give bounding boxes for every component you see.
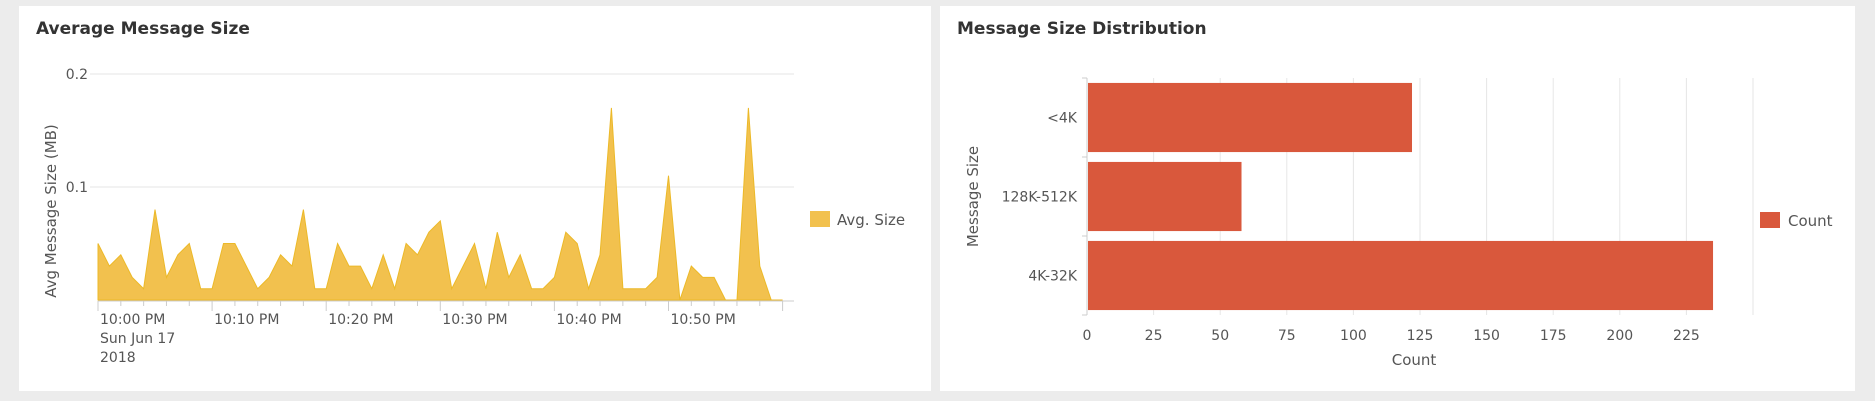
x-tick-label: 10:00 PM Sun Jun 17 2018	[100, 312, 175, 366]
avg-size-title: Average Message Size	[36, 19, 250, 39]
bar	[1088, 240, 1714, 311]
x-tick-label: 100	[1340, 328, 1367, 344]
legend-swatch	[810, 211, 830, 227]
x-tick-label: 10:20 PM	[328, 312, 393, 328]
y-tick-label: 0.2	[66, 67, 88, 83]
x-tick-label: 10:50 PM	[670, 312, 735, 328]
avg-size-panel: Average Message Size 0.1 0.2 10:00 PM Sun J…	[19, 6, 931, 391]
y-axis-label: Avg Message Size (MB)	[42, 124, 60, 298]
legend-swatch	[1760, 212, 1780, 228]
x-axis-label: Count	[1392, 351, 1437, 369]
avg-size-area	[97, 107, 783, 301]
x-tick-label: 10:40 PM	[556, 312, 621, 328]
x-tick-label: 150	[1473, 328, 1500, 344]
x-tick-label: 175	[1540, 328, 1567, 344]
y-tick-label: <4K	[1047, 111, 1078, 127]
x-tick-label: 125	[1407, 328, 1434, 344]
legend-label: Avg. Size	[837, 211, 905, 229]
y-axis-label: Message Size	[964, 146, 982, 247]
x-tick-label: 10:10 PM	[214, 312, 279, 328]
x-tick-label: 0	[1083, 328, 1092, 344]
y-tick-label: 128K-512K	[1002, 190, 1078, 206]
distribution-chart: 0 25 50 75 100 125 150 175 200 225 <4K 128K-512K 4K-…	[964, 77, 1833, 369]
y-tick-label: 4K-32K	[1028, 269, 1077, 285]
x-tick-label: 25	[1145, 328, 1163, 344]
distribution-panel: Message Size Distribution 0 25 50 75 100 125 1…	[940, 6, 1855, 391]
avg-size-chart: 0.1 0.2 10:00 PM Sun Jun 17 2018 10:10 PM 10:2…	[42, 67, 905, 366]
legend-label: Count	[1788, 212, 1833, 230]
bar	[1088, 161, 1242, 232]
x-tick-label: 225	[1673, 328, 1700, 344]
distribution-title: Message Size Distribution	[957, 19, 1207, 39]
x-tick-label: 10:30 PM	[442, 312, 507, 328]
x-tick-label: 75	[1278, 328, 1296, 344]
y-tick-label: 0.1	[66, 180, 88, 196]
x-tick-label: 50	[1211, 328, 1229, 344]
bar	[1088, 82, 1413, 153]
x-tick-label: 200	[1606, 328, 1633, 344]
